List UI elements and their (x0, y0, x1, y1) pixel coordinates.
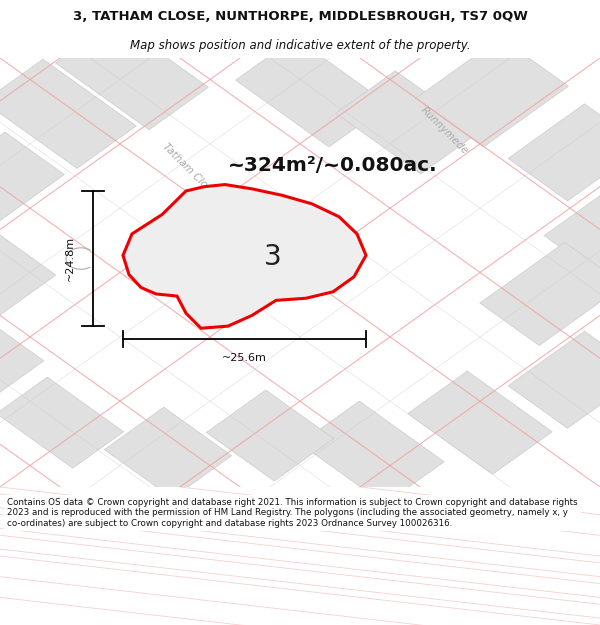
Polygon shape (0, 377, 124, 468)
Polygon shape (123, 184, 366, 328)
Text: ~25.6m: ~25.6m (222, 353, 267, 363)
Text: 3, TATHAM CLOSE, NUNTHORPE, MIDDLESBROUGH, TS7 0QW: 3, TATHAM CLOSE, NUNTHORPE, MIDDLESBROUG… (73, 10, 527, 22)
Polygon shape (0, 318, 44, 416)
Polygon shape (0, 232, 56, 329)
Polygon shape (544, 181, 600, 278)
Polygon shape (56, 21, 208, 130)
Text: ~324m²/~0.080ac.: ~324m²/~0.080ac. (228, 156, 437, 175)
Text: Runnymede: Runnymede (418, 105, 470, 157)
Polygon shape (408, 371, 552, 474)
Polygon shape (0, 132, 64, 241)
Text: ~24.8m: ~24.8m (65, 236, 75, 281)
Text: Tatham Close: Tatham Close (161, 141, 217, 198)
Polygon shape (508, 104, 600, 201)
Polygon shape (206, 390, 334, 481)
Polygon shape (104, 407, 232, 498)
Polygon shape (416, 38, 568, 147)
Polygon shape (0, 59, 136, 168)
Text: 3: 3 (264, 242, 281, 271)
Polygon shape (300, 401, 444, 504)
Text: Map shows position and indicative extent of the property.: Map shows position and indicative extent… (130, 39, 470, 52)
Polygon shape (236, 38, 388, 147)
Polygon shape (336, 71, 480, 174)
Polygon shape (508, 331, 600, 428)
Polygon shape (480, 242, 600, 346)
Text: Contains OS data © Crown copyright and database right 2021. This information is : Contains OS data © Crown copyright and d… (7, 498, 578, 528)
